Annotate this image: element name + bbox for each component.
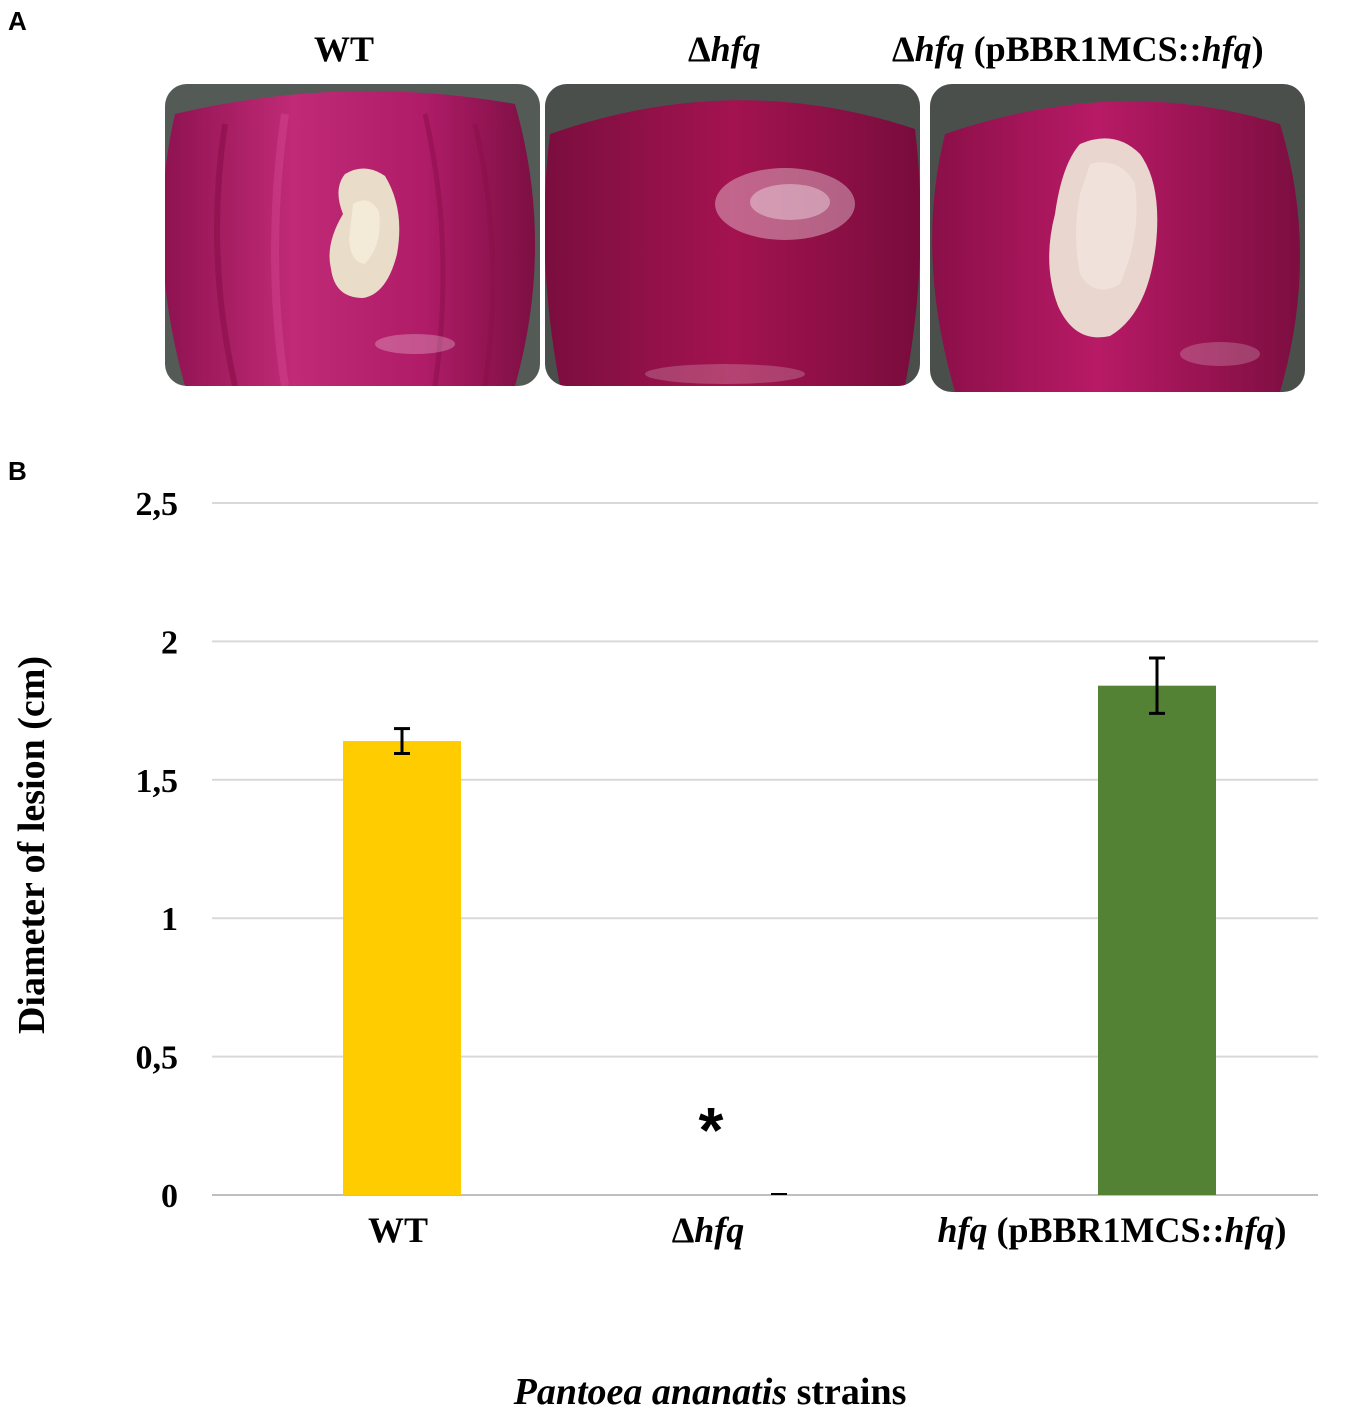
y-tick-label: 2 bbox=[161, 624, 178, 661]
annotations: * bbox=[699, 1094, 724, 1166]
y-tick-labels: 0 0,5 1 1,5 2 2,5 bbox=[136, 486, 179, 1215]
y-tick-label: 2,5 bbox=[136, 486, 179, 523]
error-bars bbox=[394, 656, 1165, 1195]
bar bbox=[343, 741, 461, 1195]
bars bbox=[343, 685, 1216, 1195]
significance-asterisk: * bbox=[699, 1094, 724, 1166]
x-axis-title: Pantoea ananatis strains bbox=[513, 1371, 907, 1413]
x-category-label-dhfq: Δhfq bbox=[672, 1210, 745, 1250]
panel-a-label: A bbox=[8, 6, 27, 36]
bar-chart: 0 0,5 1 1,5 2 2,5 * WT Δhfq hfq (pBBR1MCS::hf… bbox=[11, 486, 1318, 1250]
photo-title-dhfq: Δhfq bbox=[688, 29, 761, 69]
photo-title-wt: WT bbox=[314, 29, 375, 69]
y-tick-label: 1,5 bbox=[136, 763, 179, 800]
bar bbox=[1098, 685, 1216, 1195]
photo-title-complemented: Δhfq (pBBR1MCS::hfq) bbox=[892, 29, 1264, 69]
y-tick-label: 1 bbox=[161, 901, 178, 938]
y-axis-title: Diameter of lesion (cm) bbox=[11, 656, 53, 1034]
x-category-label-complemented: hfq (pBBR1MCS::hfq) bbox=[937, 1210, 1286, 1250]
panel-b-label: B bbox=[8, 456, 27, 486]
y-tick-label: 0 bbox=[161, 1178, 178, 1215]
lesion-wt bbox=[329, 168, 400, 298]
onion-photo-complemented bbox=[930, 84, 1305, 392]
onion-photo-dhfq bbox=[545, 84, 920, 386]
onion-photo-wt bbox=[165, 84, 540, 386]
lesion-complemented bbox=[1049, 138, 1158, 338]
x-category-label-wt: WT bbox=[368, 1210, 428, 1250]
y-tick-label: 0,5 bbox=[136, 1040, 179, 1077]
